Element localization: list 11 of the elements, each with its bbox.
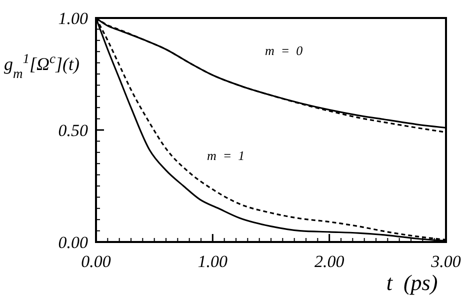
annotation: m = 1 (207, 148, 245, 163)
y-tick-label: 0.50 (58, 121, 88, 140)
x-axis-title: t (ps) (386, 270, 438, 295)
x-tick-label: 3.00 (430, 252, 462, 271)
y-tick-label: 1.00 (58, 9, 88, 28)
x-tick-label: 1.00 (198, 252, 228, 271)
x-tick-label: 2.00 (314, 252, 345, 271)
annotation: m = 0 (265, 43, 304, 58)
y-tick-label: 0.00 (58, 233, 88, 252)
y-axis-title: g$_{m}$$^{1}$[Ω$^{c}$](t) (4, 50, 80, 80)
x-tick-label: 0.00 (81, 252, 112, 271)
